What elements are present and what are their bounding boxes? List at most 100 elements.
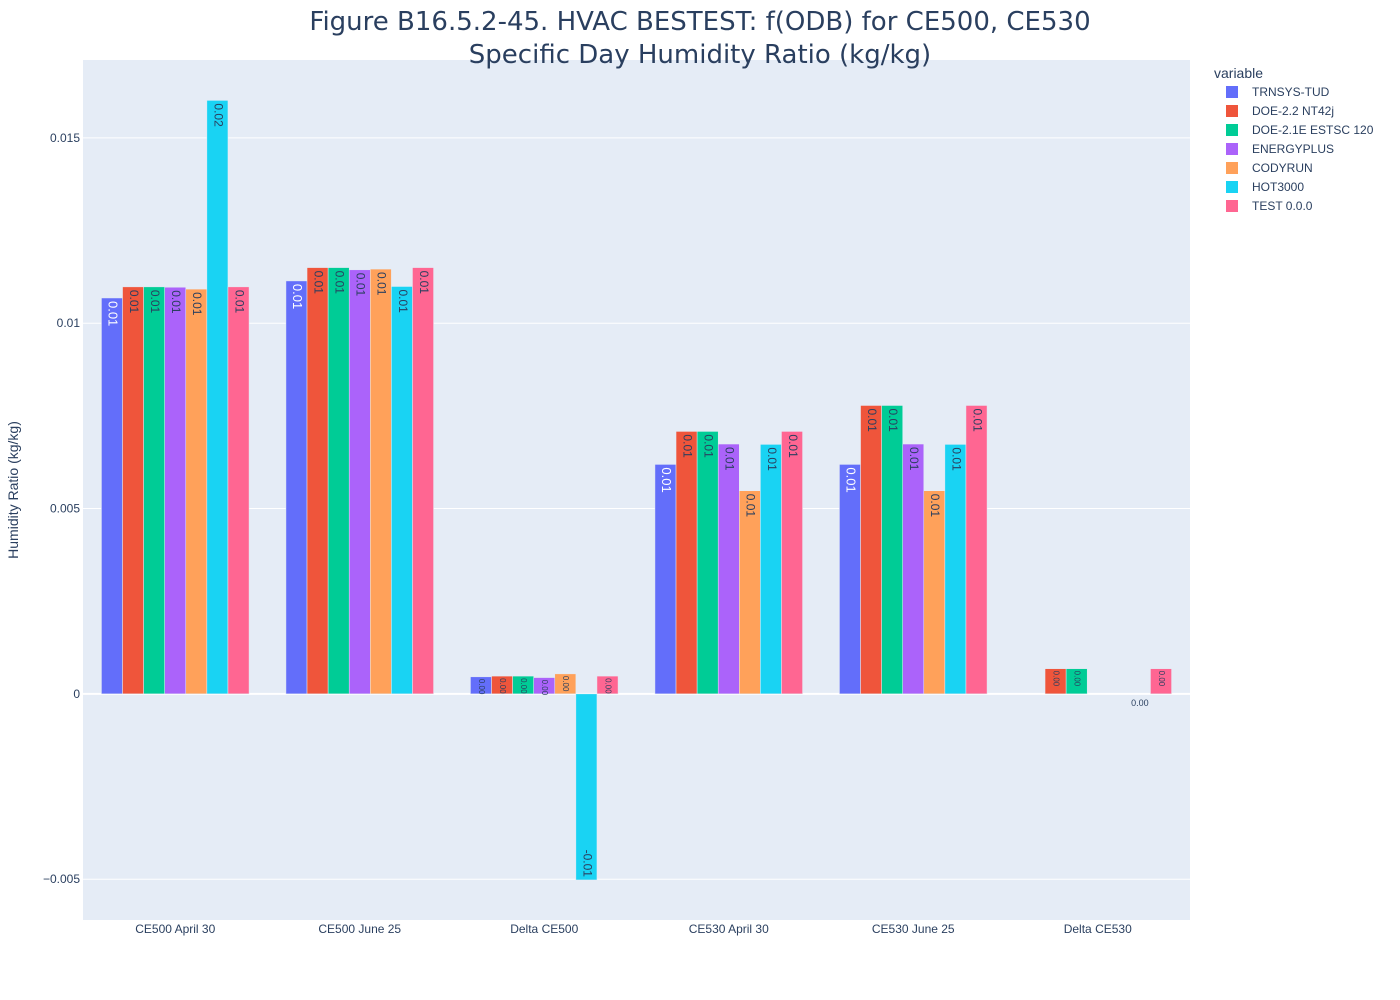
bar bbox=[122, 286, 144, 695]
legend-entry: TRNSYS-TUD bbox=[1252, 85, 1330, 99]
bar-label: 0.00 bbox=[1073, 671, 1082, 687]
bar bbox=[944, 444, 967, 695]
bar-label: 0.01 bbox=[169, 290, 183, 314]
bar-label: 0.01 bbox=[417, 271, 431, 295]
bar-label: 0.01 bbox=[970, 408, 984, 432]
legend-swatch bbox=[1226, 143, 1238, 155]
bar bbox=[781, 431, 803, 695]
bar-label: 0.00 bbox=[603, 678, 612, 694]
bar-label: 0.01 bbox=[290, 284, 305, 309]
bar-label: 0.00 bbox=[1157, 671, 1166, 687]
bar-label: 0.01 bbox=[865, 408, 879, 432]
bar bbox=[596, 675, 619, 695]
y-tick-labels: −0.005 0 0.005 0.01 0.015 bbox=[43, 131, 80, 886]
x-tick-label: CE500 April 30 bbox=[135, 922, 215, 936]
bars bbox=[101, 100, 1172, 881]
legend-title: variable bbox=[1214, 65, 1263, 81]
bar-label: 0.00 bbox=[1131, 698, 1149, 708]
bar bbox=[717, 443, 740, 695]
bar-labels: 0.01 0.01 0.01 0.01 0.01 0.02 0.01 0.01 0.01 0.01… bbox=[106, 103, 1166, 877]
bar-label: 0.00 bbox=[561, 676, 570, 692]
bar bbox=[696, 431, 719, 695]
legend-swatch bbox=[1226, 124, 1238, 136]
y-tick-label: 0.01 bbox=[57, 316, 81, 330]
y-axis-title: Humidity Ratio (kg/kg) bbox=[5, 421, 21, 559]
bar-label: -0.01 bbox=[580, 850, 594, 878]
y-tick-label: 0 bbox=[73, 687, 80, 701]
bar bbox=[412, 267, 434, 695]
legend-swatch bbox=[1226, 162, 1238, 174]
bar bbox=[923, 490, 946, 695]
x-tick-label: Delta CE530 bbox=[1064, 922, 1132, 936]
bar bbox=[739, 490, 761, 695]
bar-label: 0.01 bbox=[659, 467, 674, 492]
legend-swatch bbox=[1226, 105, 1238, 117]
x-tick-labels: CE500 April 30 CE500 June 25 Delta CE500 CE… bbox=[135, 922, 1132, 936]
bar-label: 0.01 bbox=[949, 447, 963, 471]
bar-label: 0.00 bbox=[540, 680, 549, 696]
bar-label: 0.01 bbox=[232, 290, 246, 314]
bar-label: 0.00 bbox=[1051, 671, 1060, 687]
x-tick-label: Delta CE500 bbox=[510, 922, 578, 936]
legend-entry: ENERGYPLUS bbox=[1252, 142, 1334, 156]
bar bbox=[965, 405, 988, 695]
bar-label: 0.01 bbox=[680, 434, 694, 458]
legend-swatch bbox=[1226, 200, 1238, 212]
legend: variable TRNSYS-TUD DOE-2.2 NT42j DOE-2.1E… bbox=[1214, 65, 1374, 213]
bar bbox=[554, 673, 577, 695]
bar-label: 0.00 bbox=[498, 678, 507, 694]
bar bbox=[185, 288, 208, 695]
bar-label: 0.00 bbox=[519, 678, 528, 694]
bar-label: 0.01 bbox=[786, 434, 800, 458]
bar bbox=[306, 267, 329, 695]
legend-entry: TEST 0.0.0 bbox=[1252, 199, 1313, 213]
bar bbox=[860, 405, 882, 695]
y-tick-label: −0.005 bbox=[43, 872, 80, 886]
grid-lines bbox=[83, 137, 1190, 880]
legend-entry: HOT3000 bbox=[1252, 180, 1304, 194]
bar-label: 0.01 bbox=[106, 301, 121, 326]
x-tick-label: CE530 April 30 bbox=[689, 922, 769, 936]
bar-label: 0.01 bbox=[354, 273, 368, 297]
bar bbox=[391, 286, 413, 695]
legend-swatch bbox=[1226, 181, 1238, 193]
bar bbox=[327, 267, 350, 695]
chart-title-line1: Figure B16.5.2-45. HVAC BESTEST: f(ODB) … bbox=[309, 7, 1090, 37]
bar bbox=[675, 431, 698, 695]
bar-label: 0.01 bbox=[127, 290, 141, 314]
legend-entry: DOE-2.2 NT42j bbox=[1252, 104, 1334, 118]
x-tick-label: CE530 June 25 bbox=[872, 922, 955, 936]
bar bbox=[227, 286, 250, 695]
bar bbox=[881, 405, 903, 695]
bar bbox=[1150, 668, 1172, 695]
bar bbox=[143, 286, 165, 695]
bar bbox=[285, 280, 308, 695]
bar-label: 0.01 bbox=[332, 271, 346, 295]
bar-label: 0.01 bbox=[701, 434, 715, 458]
bar bbox=[206, 100, 229, 695]
bar-label: 0.01 bbox=[907, 447, 921, 471]
bar bbox=[101, 297, 123, 695]
chart-title-line2: Specific Day Humidity Ratio (kg/kg) bbox=[469, 40, 931, 70]
bar bbox=[164, 286, 187, 695]
bar-label: 0.01 bbox=[375, 272, 389, 296]
bar-label: 0.02 bbox=[211, 103, 225, 127]
x-tick-label: CE500 June 25 bbox=[318, 922, 401, 936]
bar bbox=[839, 464, 861, 695]
plot-background bbox=[83, 60, 1190, 920]
bar-label: 0.01 bbox=[311, 271, 325, 295]
bar-label: 0.00 bbox=[477, 679, 486, 695]
bar-label: 0.01 bbox=[723, 447, 737, 471]
bar-label: 0.01 bbox=[765, 447, 779, 471]
bar bbox=[902, 443, 925, 695]
legend-entry: CODYRUN bbox=[1252, 161, 1313, 175]
legend-entry: DOE-2.1E ESTSC 120 bbox=[1252, 123, 1374, 137]
bar-label: 0.01 bbox=[148, 290, 162, 314]
y-tick-label: 0.015 bbox=[50, 131, 80, 145]
bar-label: 0.01 bbox=[886, 408, 900, 432]
bar bbox=[575, 693, 598, 881]
bar-label: 0.01 bbox=[396, 289, 410, 313]
bar-label: 0.01 bbox=[844, 467, 859, 492]
bar bbox=[654, 464, 677, 695]
